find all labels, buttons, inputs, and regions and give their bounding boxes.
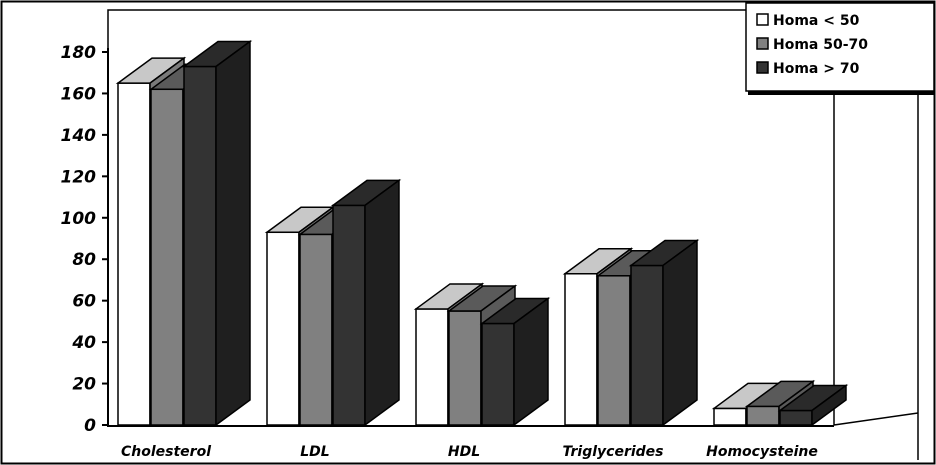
legend-label: Homa > 70 — [773, 61, 860, 77]
bar-triglycerides-series-3 — [628, 238, 700, 427]
bar-front — [299, 233, 333, 426]
y-tick-label: 180 — [61, 43, 97, 63]
bars — [115, 40, 849, 427]
y-tick-label: 40 — [71, 333, 96, 353]
bar-front — [332, 204, 366, 426]
bar-front — [415, 308, 449, 426]
y-tick-label: 160 — [61, 84, 97, 104]
y-axis: 0 20 40 60 80 100 120 140 160 180 — [61, 43, 109, 436]
legend-swatch — [756, 37, 769, 50]
bar-front — [597, 275, 631, 426]
y-tick-label: 80 — [72, 250, 96, 270]
y-tick-label: 100 — [61, 209, 97, 229]
x-axis: Cholesterol LDL HDL Triglycerides Homocystei… — [108, 425, 834, 460]
bar-side — [662, 238, 698, 427]
y-tick-label: 60 — [72, 292, 96, 312]
y-tick-label: 0 — [84, 416, 96, 436]
bar-front — [713, 407, 747, 426]
x-category-label: HDL — [448, 444, 480, 460]
legend-label: Homa < 50 — [773, 13, 860, 29]
y-tick-label: 140 — [61, 126, 97, 146]
x-category-label: Triglycerides — [562, 444, 663, 460]
bar-cholesterol-series-3 — [181, 40, 253, 427]
bar-side — [364, 178, 400, 427]
bar-front — [779, 409, 813, 426]
bar-front — [481, 322, 515, 426]
y-tick-label: 20 — [72, 375, 96, 395]
bar-hdl-series-3 — [479, 296, 551, 427]
bar-side — [513, 296, 549, 427]
y-tick-label: 120 — [61, 167, 97, 187]
x-category-label: LDL — [300, 444, 329, 460]
bar-ldl-series-3 — [330, 178, 402, 427]
x-category-label: Homocysteine — [706, 444, 818, 460]
bar-front — [117, 82, 151, 426]
bar-front — [266, 231, 300, 426]
bar-front — [448, 310, 482, 426]
legend-label: Homa 50-70 — [773, 37, 868, 53]
bar-front — [630, 264, 664, 426]
x-category-label: Cholesterol — [121, 444, 211, 460]
bar-front — [564, 272, 598, 426]
bar-side — [215, 40, 251, 427]
bar-front — [183, 65, 217, 426]
bar-side — [811, 384, 847, 427]
bar-homocysteine-series-3 — [777, 384, 849, 427]
legend-swatch — [756, 13, 769, 26]
bar-front — [746, 405, 780, 426]
legend: Homa < 50 Homa 50-70 Homa > 70 — [745, 2, 935, 95]
bar-front — [150, 88, 184, 426]
legend-swatch — [756, 61, 769, 74]
